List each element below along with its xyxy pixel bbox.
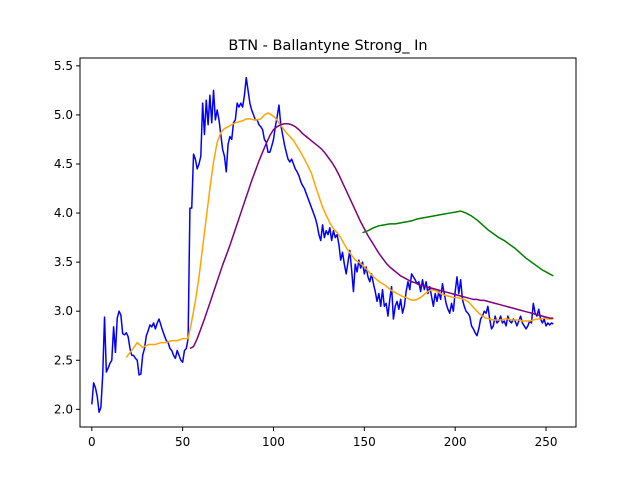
series-line-0 <box>91 76 554 414</box>
y-tick-label: 4.5 <box>54 157 73 171</box>
y-tick-label: 3.0 <box>54 304 73 318</box>
y-tick-label: 2.5 <box>54 353 73 367</box>
y-tick-label: 5.5 <box>54 59 73 73</box>
series-line-1 <box>125 112 554 358</box>
series-line-2 <box>189 123 554 350</box>
y-tick-label: 5.0 <box>54 108 73 122</box>
y-tick-label: 3.5 <box>54 255 73 269</box>
plot-frame <box>79 57 577 428</box>
chart-title: BTN - Ballantyne Strong_ In <box>228 38 427 54</box>
y-tick-label: 2.0 <box>54 402 73 416</box>
series-line-3 <box>362 210 554 277</box>
x-tick-label: 50 <box>175 435 190 449</box>
x-tick-label: 100 <box>262 435 285 449</box>
x-tick-label: 200 <box>444 435 467 449</box>
x-tick-label: 250 <box>535 435 558 449</box>
x-tick-label: 0 <box>88 435 96 449</box>
series-layer <box>91 76 554 414</box>
axes-layer: 0 50 100 150 200 250 2.0 2.5 3.0 3.5 4.0 4.5 5.0 5.5 <box>54 59 558 449</box>
y-tick-label: 4.0 <box>54 206 73 220</box>
x-tick-label: 150 <box>353 435 376 449</box>
